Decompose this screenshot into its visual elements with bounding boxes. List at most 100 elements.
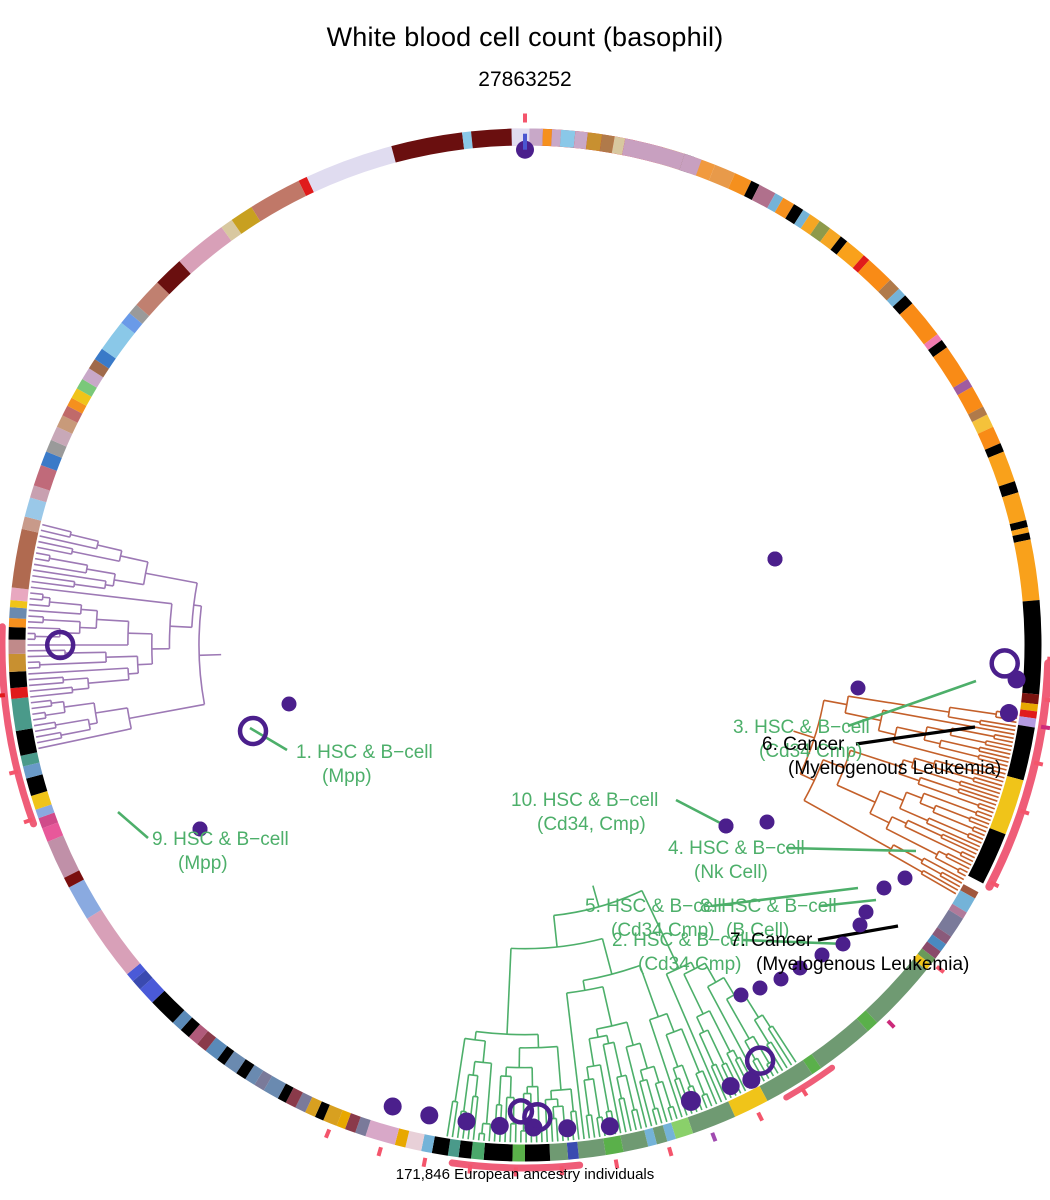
annotation-leader-line xyxy=(855,725,976,746)
dendrogram-branch xyxy=(32,574,75,583)
dendrogram-branch xyxy=(761,1014,772,1028)
ring-segment xyxy=(295,1092,313,1113)
dendrogram-branch xyxy=(88,678,129,685)
ring-segment xyxy=(892,295,913,315)
ring-segment xyxy=(355,1116,371,1137)
significance-dot xyxy=(558,1119,577,1138)
dendrogram-branch xyxy=(680,1028,701,1073)
ring-segment xyxy=(421,1134,435,1154)
annotation-label[interactable]: 10. HSC & B−cell (Cd34, Cmp) xyxy=(511,790,658,835)
dendrogram-branch xyxy=(35,552,51,557)
annotation-label[interactable]: 1. HSC & B−cell (Mpp) xyxy=(296,742,433,787)
annotation-leader-line xyxy=(675,798,727,828)
dendrogram-branch xyxy=(474,1075,479,1097)
highlight-ring-marker[interactable] xyxy=(507,1098,535,1125)
dendrogram-link xyxy=(744,1035,754,1042)
dendrogram-branch xyxy=(980,719,1016,728)
dendrogram-branch xyxy=(695,1016,705,1033)
dendrogram-branch xyxy=(690,961,696,970)
ring-segment xyxy=(559,129,576,148)
ring-segment xyxy=(82,368,104,388)
dendrogram-branch xyxy=(850,749,902,768)
dendrogram-branch xyxy=(28,667,129,675)
tick-mark xyxy=(667,1146,674,1157)
dendrogram-branch xyxy=(30,699,52,704)
dendrogram-branch xyxy=(30,691,73,698)
highlight-ring-marker[interactable] xyxy=(237,715,269,747)
dendrogram-branch xyxy=(509,1123,512,1143)
ring-segment xyxy=(254,1070,273,1091)
dendrogram-branch xyxy=(60,728,91,736)
dendrogram-branch xyxy=(888,852,923,873)
dendrogram-link xyxy=(699,1029,709,1035)
ring-segment xyxy=(197,1030,217,1051)
dendrogram-link xyxy=(707,976,725,988)
highlight-ring-marker[interactable] xyxy=(522,1102,553,1133)
ring-segment xyxy=(63,870,84,888)
annotation-label[interactable]: 4. HSC & B−cell (Nk Cell) xyxy=(668,838,805,883)
annotation-label-line1: 2. HSC & B−cell xyxy=(612,930,749,951)
annotation-leader-line xyxy=(711,886,859,908)
ring-segment xyxy=(205,1037,228,1060)
tick-mark xyxy=(710,1132,718,1142)
dendrogram-branch xyxy=(555,1118,559,1142)
dendrogram-branch xyxy=(28,621,44,624)
dendrogram-branch xyxy=(64,702,95,708)
ring-segment xyxy=(21,516,42,533)
dendrogram-link xyxy=(59,732,63,739)
tick-mark xyxy=(989,880,1000,889)
dendrogram-branch xyxy=(940,739,980,750)
ring-segment xyxy=(22,762,43,779)
dendrogram-branch xyxy=(920,862,942,875)
significance-dot xyxy=(852,917,868,933)
highlight-ring-marker[interactable] xyxy=(744,1045,776,1076)
dendrogram-link xyxy=(910,757,916,768)
dendrogram-branch xyxy=(618,1098,627,1133)
ring-segment xyxy=(38,812,59,829)
dendrogram-branch xyxy=(928,817,969,836)
annotation-label[interactable]: 6. Cancer (Myelogenous Leukemia) xyxy=(762,734,1001,779)
dendrogram-branch xyxy=(451,1101,459,1138)
ring-segment xyxy=(277,1083,294,1103)
annotation-label[interactable]: 3. HSC & B−cell (Cd34 Cmp) xyxy=(733,717,870,762)
ring-segment xyxy=(188,1024,208,1045)
ring-segment xyxy=(323,1104,343,1126)
annotation-label[interactable]: 9. HSC & B−cell (Mpp) xyxy=(152,829,289,874)
dendrogram-branch xyxy=(656,1107,663,1124)
ring-segment xyxy=(886,288,906,307)
dendrogram-link xyxy=(70,548,74,555)
annotation-label[interactable]: 7. Cancer (Myelogenous Leukemia) xyxy=(730,930,969,975)
dendrogram-branch xyxy=(79,626,97,629)
annotation-label-line2: (Myelogenous Leukemia) xyxy=(756,954,969,975)
dendrogram-branch xyxy=(33,569,107,582)
ring-segment xyxy=(365,1120,400,1145)
significance-dot xyxy=(759,814,775,830)
ring-segment xyxy=(743,180,760,200)
ring-segment xyxy=(50,426,73,447)
dendrogram-branch xyxy=(574,1111,580,1140)
ring-segment xyxy=(687,1101,736,1134)
highlight-ring-marker[interactable] xyxy=(989,648,1020,679)
ring-segment xyxy=(671,1117,694,1139)
dendrogram-branch xyxy=(986,740,1013,748)
node-dot-group xyxy=(383,133,1026,1138)
tick-mark xyxy=(613,1159,620,1169)
highlight-ring-marker[interactable] xyxy=(44,629,76,661)
dendrogram-branch xyxy=(959,787,998,802)
dendrogram-link xyxy=(603,1041,615,1046)
ring-segment xyxy=(899,303,938,345)
dendrogram-link xyxy=(665,1028,682,1036)
dendrogram-branch xyxy=(472,1096,479,1140)
ring-segment xyxy=(968,828,1006,884)
dendrogram-branch xyxy=(169,625,192,629)
ring-segment xyxy=(314,1101,330,1121)
dendrogram-branch xyxy=(651,1109,658,1125)
ring-segment xyxy=(136,282,170,317)
dendrogram-branch xyxy=(72,687,89,691)
annotation-label[interactable]: 2. HSC & B−cell (Cd34 Cmp) xyxy=(612,930,749,975)
annotation-label[interactable]: 8. HSC & B−cell (B Cell) xyxy=(700,896,837,941)
dendrogram-branch xyxy=(639,1043,649,1069)
dendrogram-link xyxy=(995,711,998,718)
annotation-label[interactable]: 5. HSC & B−cell (Cd34 Cmp) xyxy=(585,896,722,941)
ring-segment xyxy=(933,347,968,388)
